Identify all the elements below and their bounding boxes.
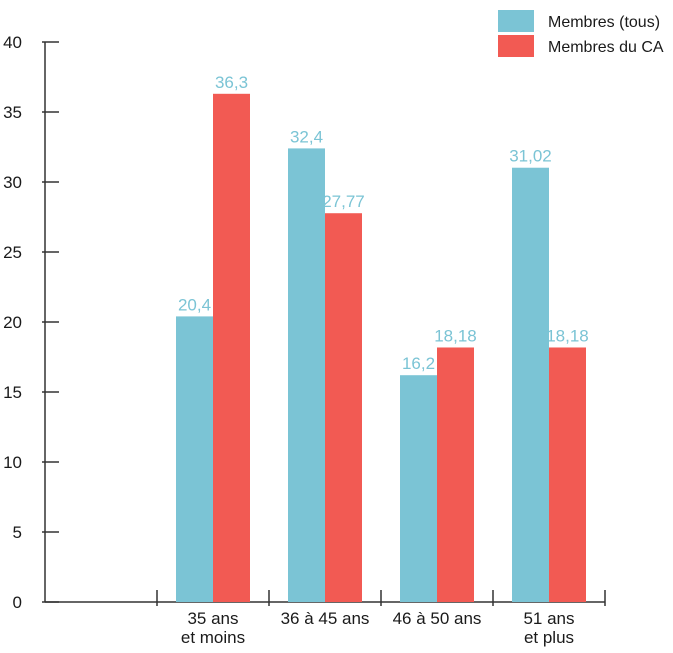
legend: Membres (tous) Membres du CA bbox=[498, 10, 664, 57]
legend-swatch bbox=[498, 10, 534, 32]
bar bbox=[549, 347, 586, 602]
data-label: 16,2 bbox=[402, 354, 435, 373]
data-labels: 20,4 36,3 32,4 27,77 16,2 18,18 31,02 18,18 bbox=[178, 73, 589, 373]
bar bbox=[400, 375, 437, 602]
bar bbox=[325, 213, 362, 602]
x-category-label: 46 à 50 ans bbox=[393, 609, 482, 628]
y-tick-label: 5 bbox=[13, 523, 22, 542]
y-tick-label: 40 bbox=[3, 33, 22, 52]
y-tick-label: 25 bbox=[3, 243, 22, 262]
data-label: 31,02 bbox=[509, 147, 552, 166]
bar bbox=[176, 316, 213, 602]
data-label: 20,4 bbox=[178, 295, 211, 314]
legend-swatch bbox=[498, 35, 534, 57]
x-category-label: 35 ans bbox=[187, 609, 238, 628]
y-tick-label: 15 bbox=[3, 383, 22, 402]
y-axis: 0 5 10 15 20 25 30 35 40 bbox=[3, 33, 59, 612]
data-label: 27,77 bbox=[322, 192, 365, 211]
y-tick-label: 10 bbox=[3, 453, 22, 472]
x-category-label: et moins bbox=[181, 628, 245, 647]
legend-label: Membres du CA bbox=[548, 39, 664, 56]
y-tick-label: 20 bbox=[3, 313, 22, 332]
data-label: 32,4 bbox=[290, 127, 323, 146]
legend-label: Membres (tous) bbox=[548, 14, 660, 31]
y-tick-label: 30 bbox=[3, 173, 22, 192]
data-label: 18,18 bbox=[546, 326, 589, 345]
bar bbox=[512, 167, 549, 602]
bar bbox=[437, 347, 474, 602]
x-category-label: et plus bbox=[524, 628, 574, 647]
bars bbox=[176, 93, 586, 603]
x-category-label: 36 à 45 ans bbox=[281, 609, 370, 628]
bar bbox=[213, 93, 250, 603]
data-label: 18,18 bbox=[434, 326, 477, 345]
y-tick-label: 35 bbox=[3, 103, 22, 122]
bar bbox=[288, 148, 325, 602]
x-category-label: 51 ans bbox=[523, 609, 574, 628]
y-tick-label: 0 bbox=[13, 593, 22, 612]
data-label: 36,3 bbox=[215, 73, 248, 92]
